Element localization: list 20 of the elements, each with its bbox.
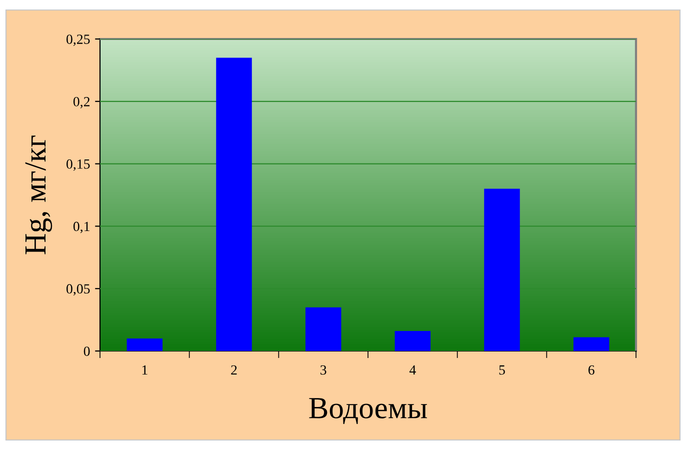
y-tick-label: 0,2: [73, 96, 90, 108]
bar: [394, 331, 431, 351]
y-tick-label: 0,25: [66, 34, 90, 46]
y-tick-label: 0,15: [66, 159, 90, 171]
y-tick-label: 0,05: [66, 284, 90, 296]
bar: [305, 307, 342, 351]
bar: [484, 188, 520, 351]
y-tick-label: 0: [84, 346, 90, 356]
x-tick-label: 4: [409, 365, 416, 375]
bar: [216, 58, 252, 351]
x-tick-label: 3: [320, 365, 326, 375]
x-tick-label: 1: [142, 365, 148, 375]
x-tick-label: 5: [499, 365, 505, 375]
x-tick-label: 2: [231, 365, 237, 375]
bar: [573, 337, 610, 351]
y-axis-title: Hg, мг/кг: [25, 136, 52, 254]
x-axis-title: Водоемы: [309, 398, 427, 424]
y-tick-label: 0,1: [73, 222, 90, 234]
x-tick-label: 6: [588, 365, 594, 375]
bar: [126, 338, 163, 351]
